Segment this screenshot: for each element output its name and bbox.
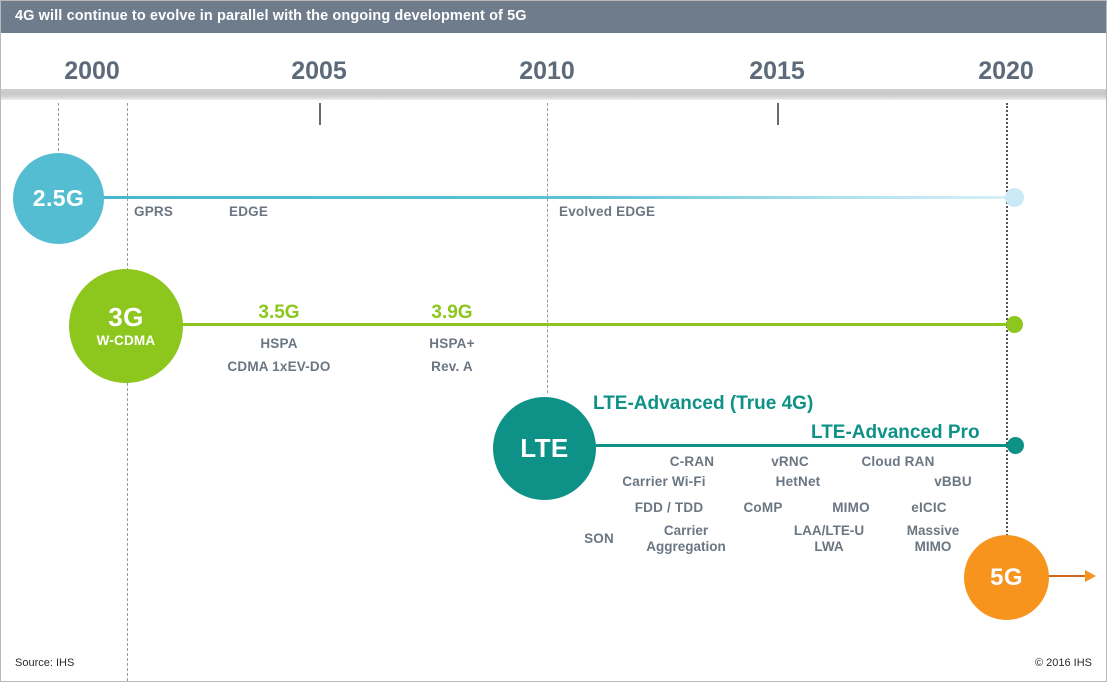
timeline-line-2-5g xyxy=(58,196,1016,199)
year-label-2010: 2010 xyxy=(519,57,575,85)
milestone-gprs: GPRS xyxy=(134,204,174,219)
milestone-vbbu: vBBU xyxy=(934,474,972,489)
node-lte[interactable]: LTE xyxy=(493,397,596,500)
milestone-carrier-wifi: Carrier Wi-Fi xyxy=(622,474,706,489)
generation-3-5g: 3.5G xyxy=(258,302,300,323)
tick-2005 xyxy=(319,103,321,125)
node-3g-label: 3G xyxy=(108,302,144,333)
milestone-hspa: HSPA xyxy=(260,336,298,351)
milestone-edge: EDGE xyxy=(229,204,269,219)
node-5g[interactable]: 5G xyxy=(964,535,1049,620)
gridline-gprs xyxy=(127,103,128,681)
node-lte-label: LTE xyxy=(520,432,569,463)
milestone-cdma-1xevdo: CDMA 1xEV-DO xyxy=(227,359,331,374)
generation-lte-advanced: LTE-Advanced (True 4G) xyxy=(593,393,814,414)
gridline-2000-upper xyxy=(58,103,59,171)
axis-band xyxy=(1,89,1106,100)
milestone-son: SON xyxy=(584,531,614,546)
node-3g[interactable]: 3G W-CDMA xyxy=(69,269,183,383)
year-label-2020: 2020 xyxy=(978,57,1034,85)
milestone-c-ran: C-RAN xyxy=(669,454,715,469)
milestone-fdd-tdd: FDD / TDD xyxy=(634,500,704,515)
year-label-2000: 2000 xyxy=(64,57,120,85)
footer-source: Source: IHS xyxy=(15,657,75,669)
node-2-5g-label: 2.5G xyxy=(32,185,85,212)
milestone-comp: CoMP xyxy=(743,500,783,515)
gridline-2020 xyxy=(1006,103,1008,571)
milestone-massive-mimo: Massive MIMO xyxy=(906,523,960,554)
year-label-2005: 2005 xyxy=(291,57,347,85)
milestone-hspa-plus: HSPA+ xyxy=(429,336,475,351)
milestone-vrnc: vRNC xyxy=(771,454,809,469)
arrow-5g-head xyxy=(1085,570,1096,582)
milestone-carrier-aggregation: Carrier Aggregation xyxy=(646,523,726,554)
node-5g-label: 5G xyxy=(990,563,1023,591)
endpoint-lte xyxy=(1007,437,1024,454)
node-3g-sublabel: W-CDMA xyxy=(96,332,156,348)
title-bar: 4G will continue to evolve in parallel w… xyxy=(1,1,1106,33)
milestone-laa-lte-u-lwa: LAA/LTE-U LWA xyxy=(793,523,865,554)
generation-3-9g: 3.9G xyxy=(431,302,473,323)
gridline-2010 xyxy=(547,103,548,393)
year-label-2015: 2015 xyxy=(749,57,805,85)
milestone-hetnet: HetNet xyxy=(775,474,821,489)
endpoint-2-5g xyxy=(1005,188,1024,207)
tick-2015 xyxy=(777,103,779,125)
endpoint-3g xyxy=(1006,316,1023,333)
page-title: 4G will continue to evolve in parallel w… xyxy=(15,8,527,24)
node-2-5g[interactable]: 2.5G xyxy=(13,153,104,244)
footer-copyright: © 2016 IHS xyxy=(1034,657,1092,669)
timeline-line-lte xyxy=(501,444,1016,447)
arrow-5g-shaft xyxy=(1043,575,1091,577)
milestone-cloud-ran: Cloud RAN xyxy=(861,454,935,469)
milestone-evolved-edge: Evolved EDGE xyxy=(559,204,656,219)
milestone-eicic: eICIC xyxy=(911,500,947,515)
timeline-line-3g xyxy=(126,323,1016,326)
milestone-mimo: MIMO xyxy=(832,500,870,515)
generation-lte-advanced-pro: LTE-Advanced Pro xyxy=(811,422,980,443)
milestone-rev-a: Rev. A xyxy=(431,359,473,374)
